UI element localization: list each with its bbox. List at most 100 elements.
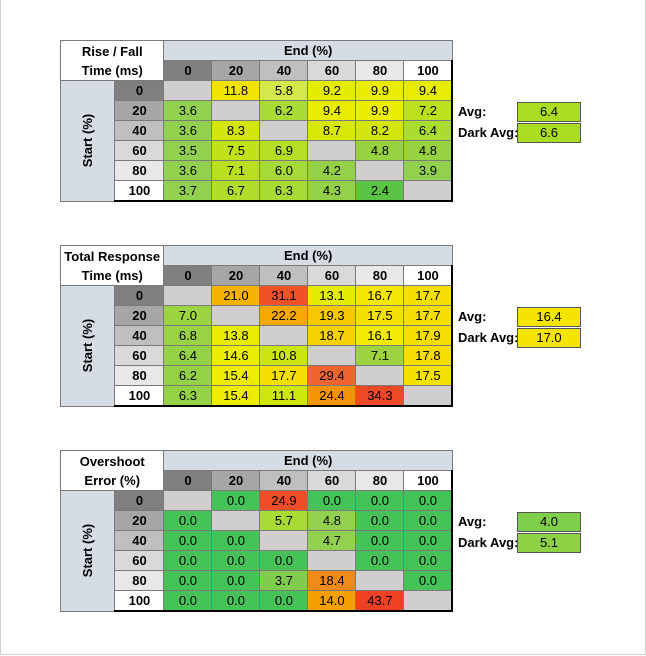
- table-cell: 0.0: [355, 550, 405, 571]
- table-cell: 14.0: [307, 590, 357, 612]
- table-cell: 17.7: [403, 285, 454, 306]
- table-cell: 34.3: [355, 385, 405, 407]
- table-cell: 6.3: [259, 180, 309, 202]
- table-row: 100 3.7 6.7 6.3 4.3 2.4: [61, 180, 454, 202]
- row-header-0: 0: [114, 285, 165, 306]
- end-percent-header: End (%): [163, 245, 453, 266]
- table-title-line1: Total Response: [64, 248, 161, 264]
- column-header-0: 0: [163, 470, 213, 491]
- table-cell: 4.2: [307, 160, 357, 181]
- table-block-2: Overshoot Error (%) End (%) 0 20 40 60 80 100 Sta…: [59, 450, 454, 612]
- start-percent-header: Start (%): [59, 80, 116, 202]
- table-cell: 11.1: [259, 385, 309, 407]
- dark-avg-value: 5.1: [517, 533, 581, 553]
- table-cell: 3.6: [163, 120, 213, 141]
- table-cell: 17.5: [355, 305, 405, 326]
- column-header-80: 80: [355, 60, 405, 81]
- column-header-20: 20: [211, 60, 261, 81]
- table-cell: 6.2: [163, 365, 213, 386]
- dark-avg-label: Dark Avg:: [458, 125, 519, 140]
- table-cell: 3.7: [163, 180, 213, 202]
- table-cell: 15.4: [211, 385, 261, 407]
- table-row: 60 3.5 7.5 6.9 4.8 4.8: [61, 140, 454, 161]
- table-cell: 9.9: [355, 100, 405, 121]
- table-row: 40 6.8 13.8 18.7 16.1 17.9: [61, 325, 454, 346]
- table-cell: 3.6: [163, 160, 213, 181]
- table-row: 80 0.0 0.0 3.7 18.4 0.0: [61, 570, 454, 591]
- table-cell: [403, 180, 454, 202]
- row-header-60: 60: [114, 550, 165, 571]
- table-cell: 17.7: [259, 365, 309, 386]
- start-percent-label: Start (%): [80, 319, 96, 373]
- row-header-80: 80: [114, 570, 165, 591]
- table-title-line2: Error (%): [84, 472, 141, 488]
- row-header-0: 0: [114, 80, 165, 101]
- table-cell: 0.0: [163, 570, 213, 591]
- table-cell: 17.5: [403, 365, 454, 386]
- column-header-60: 60: [307, 265, 357, 286]
- avg-value: 16.4: [517, 307, 581, 327]
- table-cell: 4.8: [403, 140, 454, 161]
- table-cell: [211, 305, 261, 326]
- column-header-40: 40: [259, 470, 309, 491]
- response-table: Overshoot Error (%) End (%) 0 20 40 60 80 100 Sta…: [59, 450, 454, 612]
- row-header-100: 100: [114, 385, 165, 407]
- avg-value: 6.4: [517, 102, 581, 122]
- column-header-0: 0: [163, 265, 213, 286]
- table-row: 100 0.0 0.0 0.0 14.0 43.7: [61, 590, 454, 612]
- table-cell: 6.8: [163, 325, 213, 346]
- table-row: 80 6.2 15.4 17.7 29.4 17.5: [61, 365, 454, 386]
- table-cell: 0.0: [163, 510, 213, 531]
- table-cell: [259, 120, 309, 141]
- table-title-line2: Time (ms): [81, 62, 143, 78]
- table-cell: 0.0: [355, 510, 405, 531]
- table-cell: [211, 510, 261, 531]
- table-title: Overshoot Error (%): [59, 450, 165, 491]
- table-cell: 17.9: [403, 325, 454, 346]
- table-cell: 6.7: [211, 180, 261, 202]
- column-header-100: 100: [403, 60, 454, 81]
- table-cell: 43.7: [355, 590, 405, 612]
- table-cell: 4.7: [307, 530, 357, 551]
- table-cell: 8.3: [211, 120, 261, 141]
- start-percent-header: Start (%): [59, 490, 116, 612]
- table-cell: 7.2: [403, 100, 454, 121]
- row-header-40: 40: [114, 530, 165, 551]
- table-cell: 9.4: [403, 80, 454, 101]
- table-cell: [163, 80, 213, 101]
- table-cell: 11.8: [211, 80, 261, 101]
- table-title: Total Response Time (ms): [59, 245, 165, 286]
- table-cell: 19.3: [307, 305, 357, 326]
- table-cell: 4.8: [307, 510, 357, 531]
- column-header-40: 40: [259, 60, 309, 81]
- table-cell: 2.4: [355, 180, 405, 202]
- table-cell: 5.8: [259, 80, 309, 101]
- table-cell: 0.0: [211, 530, 261, 551]
- table-cell: 7.1: [211, 160, 261, 181]
- row-header-0: 0: [114, 490, 165, 511]
- table-cell: 6.4: [403, 120, 454, 141]
- dark-avg-value: 17.0: [517, 328, 581, 348]
- column-header-100: 100: [403, 265, 454, 286]
- table-cell: 16.7: [355, 285, 405, 306]
- table-cell: 0.0: [163, 590, 213, 612]
- table-cell: 16.1: [355, 325, 405, 346]
- column-header-20: 20: [211, 470, 261, 491]
- table-cell: 5.7: [259, 510, 309, 531]
- row-header-20: 20: [114, 510, 165, 531]
- table-cell: 0.0: [355, 530, 405, 551]
- table-title-line2: Time (ms): [81, 267, 143, 283]
- table-cell: [355, 365, 405, 386]
- table-cell: 21.0: [211, 285, 261, 306]
- table-cell: 13.8: [211, 325, 261, 346]
- table-cell: 0.0: [211, 490, 261, 511]
- row-header-80: 80: [114, 365, 165, 386]
- table-cell: 18.7: [307, 325, 357, 346]
- avg-label: Avg:: [458, 514, 487, 529]
- table-block-1: Total Response Time (ms) End (%) 0 20 40 60 80 1…: [59, 245, 454, 407]
- table-cell: [307, 345, 357, 366]
- table-cell: 3.9: [403, 160, 454, 181]
- table-row: 20 7.0 22.2 19.3 17.5 17.7: [61, 305, 454, 326]
- table-cell: 0.0: [355, 490, 405, 511]
- table-cell: 29.4: [307, 365, 357, 386]
